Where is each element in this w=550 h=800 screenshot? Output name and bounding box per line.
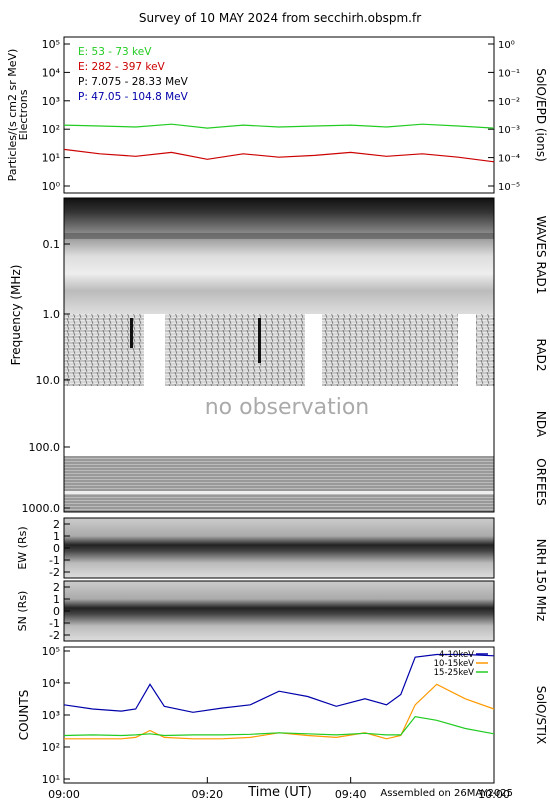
orfees-spectrogram — [64, 456, 494, 512]
epd-right-tick-label: 10⁻¹ — [498, 68, 520, 79]
radio-tick-label: 10.0 — [36, 374, 61, 387]
assembled-note: Assembled on 26MAY2025 — [380, 788, 513, 799]
stix-series-group — [63, 653, 495, 740]
instr-nrh: NRH 150 MHz — [534, 539, 548, 622]
rad1-spectrogram — [64, 198, 494, 314]
stix-tick-label: 10³ — [42, 709, 60, 722]
nrh-tick-label: 1 — [53, 593, 60, 606]
stix-tick-label: 10⁵ — [42, 645, 60, 658]
figure-title: Survey of 10 MAY 2024 from secchirh.obsp… — [139, 11, 421, 25]
radio-tick-label: 1000.0 — [22, 502, 61, 515]
nrh-ew-panel: 210-1-2 EW (Rs) — [16, 517, 495, 579]
nrh-sn-panel: 210-1-2 SN (Rs) NRH 150 MHz — [16, 539, 548, 642]
epd-left-axis: 10⁰ 10¹ 10² 10³ 10⁴ 10⁵ — [42, 38, 70, 193]
stix-tick-label: 10² — [42, 741, 60, 754]
epd-right-tick-label: 10⁻⁵ — [498, 182, 520, 193]
stix-legend-entry: 4-10keV — [439, 650, 474, 660]
nrh-tick-label: 1 — [53, 530, 60, 543]
no-observation-label: no observation — [205, 395, 370, 420]
time-tick-label: 09:00 — [48, 788, 80, 800]
nrh-sn-ylabel: SN (Rs) — [16, 591, 29, 632]
time-axis: 09:00 09:20 09:40 10:00 — [48, 777, 510, 800]
radio-ylabel: Frequency (MHz) — [9, 265, 23, 366]
epd-ylabel-right: SolO/EPD (ions) — [534, 68, 548, 162]
epd-legend: E: 53 - 73 keV E: 282 - 397 keV P: 7.075 -… — [78, 46, 189, 103]
nrh-sn-image — [63, 580, 495, 642]
rad2-burst-1 — [130, 318, 133, 348]
epd-left-tick-label: 10¹ — [42, 152, 60, 165]
nrh-tick-label: -2 — [49, 566, 60, 579]
nrh-tick-label: -1 — [49, 617, 60, 630]
nrh-tick-label: 0 — [53, 605, 60, 618]
radio-tick-label: 0.1 — [43, 238, 61, 251]
epd-left-tick-label: 10² — [42, 123, 60, 136]
epd-right-tick-label: 10⁻³ — [498, 125, 520, 136]
epd-left-tick-label: 10³ — [42, 95, 60, 108]
epd-left-tick-label: 10⁰ — [42, 180, 61, 193]
stix-ylabel: COUNTS — [17, 690, 31, 741]
stix-series-0 — [63, 653, 495, 713]
rad2-segment-4 — [476, 314, 494, 386]
instr-stix: SolO/STIX — [534, 686, 548, 745]
radio-frame — [63, 197, 495, 513]
stix-legend-entry: 10-15keV — [434, 659, 475, 669]
stix-frame — [63, 646, 495, 784]
rad2-segment-2 — [165, 314, 305, 386]
nrh-tick-label: 0 — [53, 542, 60, 555]
rad2-segment-3 — [322, 314, 458, 386]
epd-series-1 — [63, 148, 495, 163]
epd-left-tick-label: 10⁵ — [42, 38, 60, 51]
rad2-burst-2 — [258, 318, 261, 363]
epd-frame — [63, 36, 495, 194]
stix-legend-entry: 15-25keV — [434, 668, 475, 678]
epd-series-group — [63, 123, 495, 163]
instr-rad2: RAD2 — [534, 339, 548, 372]
time-tick-label: 09:40 — [335, 788, 367, 800]
radio-tick-label: 100.0 — [29, 441, 61, 454]
radio-frequency-axis: 0.1 1.0 10.0 100.0 1000.0 — [22, 238, 70, 515]
stix-tick-label: 10¹ — [42, 773, 60, 786]
epd-legend-entry: E: 53 - 73 keV — [78, 46, 152, 58]
epd-ylabel-1: Particles/(s cm2 sr MeV) — [6, 49, 19, 182]
epd-ylabel-2: Electrons — [17, 89, 30, 140]
epd-right-axis: 10⁻⁵ 10⁻⁴ 10⁻³ 10⁻² 10⁻¹ 10⁰ — [488, 40, 520, 193]
nrh-ew-axis: 210-1-2 — [49, 518, 70, 579]
epd-legend-entry: P: 7.075 - 28.33 MeV — [78, 76, 189, 88]
stix-tick-label: 10⁴ — [42, 677, 61, 690]
nrh-tick-label: -1 — [49, 554, 60, 567]
epd-right-tick-label: 10⁰ — [498, 40, 515, 51]
instr-waves-rad1: WAVES RAD1 — [534, 216, 548, 295]
nrh-tick-label: 2 — [53, 518, 60, 531]
epd-legend-entry: E: 282 - 397 keV — [78, 61, 166, 73]
time-tick-label: 10:00 — [478, 788, 510, 800]
nrh-ew-ylabel: EW (Rs) — [16, 526, 29, 569]
epd-right-tick-label: 10⁻⁴ — [498, 154, 520, 165]
nrh-tick-label: 2 — [53, 581, 60, 594]
epd-left-tick-label: 10⁴ — [42, 66, 61, 79]
radio-tick-label: 1.0 — [43, 308, 61, 321]
radio-spectra-panel: no observation 0.1 1.0 10.0 100.0 1000.0 Fre… — [9, 197, 548, 515]
time-axis-label: Time (UT) — [247, 785, 312, 800]
epd-right-tick-label: 10⁻² — [498, 97, 520, 108]
nrh-sn-axis: 210-1-2 — [49, 581, 70, 642]
epd-series-0 — [63, 123, 495, 129]
stix-series-2 — [63, 715, 495, 737]
time-tick-label: 09:20 — [191, 788, 223, 800]
orfees-gap — [64, 491, 494, 494]
stix-axis: 10¹ 10² 10³ 10⁴ 10⁵ — [42, 645, 70, 786]
instr-orfees: ORFEES — [534, 458, 548, 505]
instr-nda: NDA — [534, 411, 548, 438]
nrh-ew-image — [63, 517, 495, 579]
epd-legend-entry: P: 47.05 - 104.8 MeV — [78, 91, 189, 103]
rad1-dark-band — [64, 233, 494, 239]
nrh-tick-label: -2 — [49, 629, 60, 642]
